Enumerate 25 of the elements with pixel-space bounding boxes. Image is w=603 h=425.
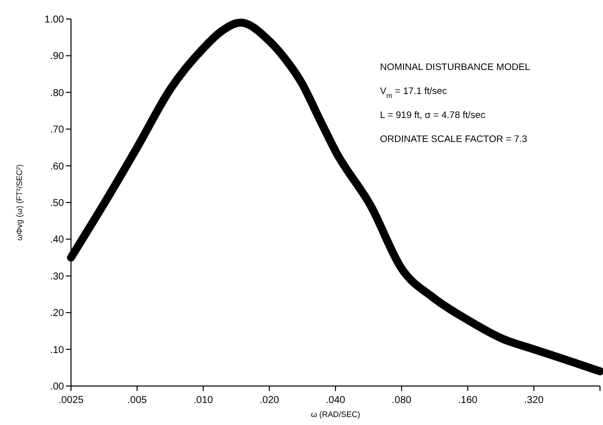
x-tick-label: .160 <box>458 395 478 406</box>
y-tick-label: .90 <box>50 51 64 62</box>
annotation: L = 919 ft, σ = 4.78 ft/sec <box>380 110 486 121</box>
y-tick-label: .50 <box>50 198 64 209</box>
y-tick-label: .40 <box>50 234 64 246</box>
annotation: V$_{m}$ = 17.1 ft/sec <box>380 86 448 100</box>
y-tick-label: .10 <box>50 344 64 356</box>
y-tick-label: .70 <box>50 124 64 136</box>
annotation: ORDINATE SCALE FACTOR = 7.3 <box>380 134 528 145</box>
x-tick-label: .0025 <box>58 395 84 406</box>
x-tick-label: .320 <box>524 395 544 406</box>
annotation: NOMINAL DISTURBANCE MODEL <box>380 62 530 73</box>
x-axis-title: ω (RAD/SEC) <box>310 410 361 419</box>
y-tick-label: .80 <box>50 88 64 99</box>
y-axis-title: ωΦvg (ω) (FT²/SEC²) <box>15 164 24 241</box>
y-tick-label: .60 <box>50 161 64 172</box>
y-tick-label: .30 <box>50 271 64 282</box>
x-tick-label: .010 <box>194 395 214 406</box>
x-tick-label: .005 <box>127 395 148 406</box>
x-tick-label: .040 <box>326 395 346 406</box>
y-tick-label: 1.00 <box>44 14 64 26</box>
y-tick-label: .20 <box>50 308 64 320</box>
y-tick-label: .00 <box>50 382 64 392</box>
x-tick-label: .020 <box>260 395 280 406</box>
x-tick-label: .080 <box>392 395 412 406</box>
